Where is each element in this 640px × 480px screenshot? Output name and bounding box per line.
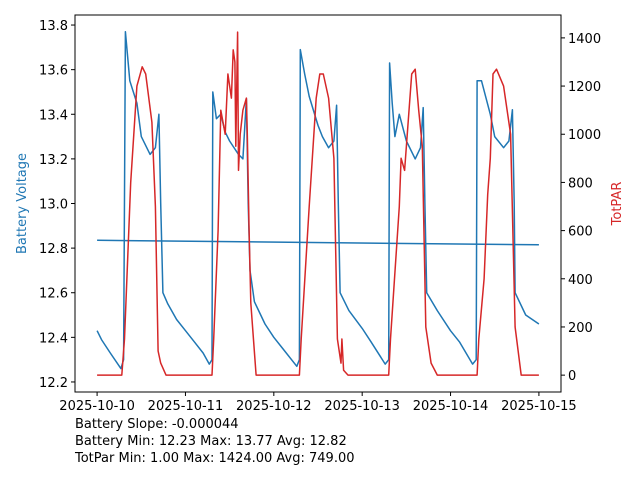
y-left-tick-label: 12.6: [39, 287, 68, 302]
x-tick-label: 2025-10-11: [148, 399, 224, 414]
y-left-tick-label: 13.0: [39, 198, 68, 213]
y-left-tick-label: 13.8: [39, 19, 68, 34]
y-left-tick-label: 12.4: [39, 331, 68, 346]
y-left-tick-label: 12.2: [39, 376, 68, 391]
y-right-axis-label: TotPAR: [610, 182, 625, 227]
y-left-tick-label: 13.4: [39, 108, 68, 123]
x-tick-label: 2025-10-12: [236, 399, 312, 414]
y-left-tick-label: 13.2: [39, 153, 68, 168]
x-tick-label: 2025-10-14: [413, 399, 489, 414]
y-right-tick-label: 200: [568, 321, 593, 336]
x-tick-label: 2025-10-15: [501, 399, 577, 414]
axes-frame: [74, 14, 562, 393]
y-right-tick-label: 1400: [568, 32, 601, 47]
battery-slope-text: Battery Slope: -0.000044: [75, 417, 239, 432]
y-right-tick-label: 400: [568, 273, 593, 288]
x-tick-label: 2025-10-10: [59, 399, 135, 414]
y-left-axis-label: Battery Voltage: [15, 153, 30, 254]
y-right-tick-label: 1200: [568, 80, 601, 95]
series-line-battery-trend: [97, 239, 539, 246]
series-line-battery-voltage: [96, 30, 540, 370]
y-right-tick-label: 1000: [568, 128, 601, 143]
battery-stats-text: Battery Min: 12.23 Max: 13.77 Avg: 12.82: [75, 434, 347, 449]
totpar-stats-text: TotPar Min: 1.00 Max: 1424.00 Avg: 749.0…: [75, 451, 355, 466]
x-tick-label: 2025-10-13: [324, 399, 400, 414]
y-right-tick-label: 0: [568, 369, 576, 384]
y-right-tick-label: 800: [568, 176, 593, 191]
series-line-totpar: [97, 31, 539, 376]
y-left-tick-label: 12.8: [39, 242, 68, 257]
y-left-tick-label: 13.6: [39, 64, 68, 79]
stats-block: Battery Slope: -0.000044 Battery Min: 12…: [75, 416, 355, 467]
y-right-tick-label: 600: [568, 225, 593, 240]
